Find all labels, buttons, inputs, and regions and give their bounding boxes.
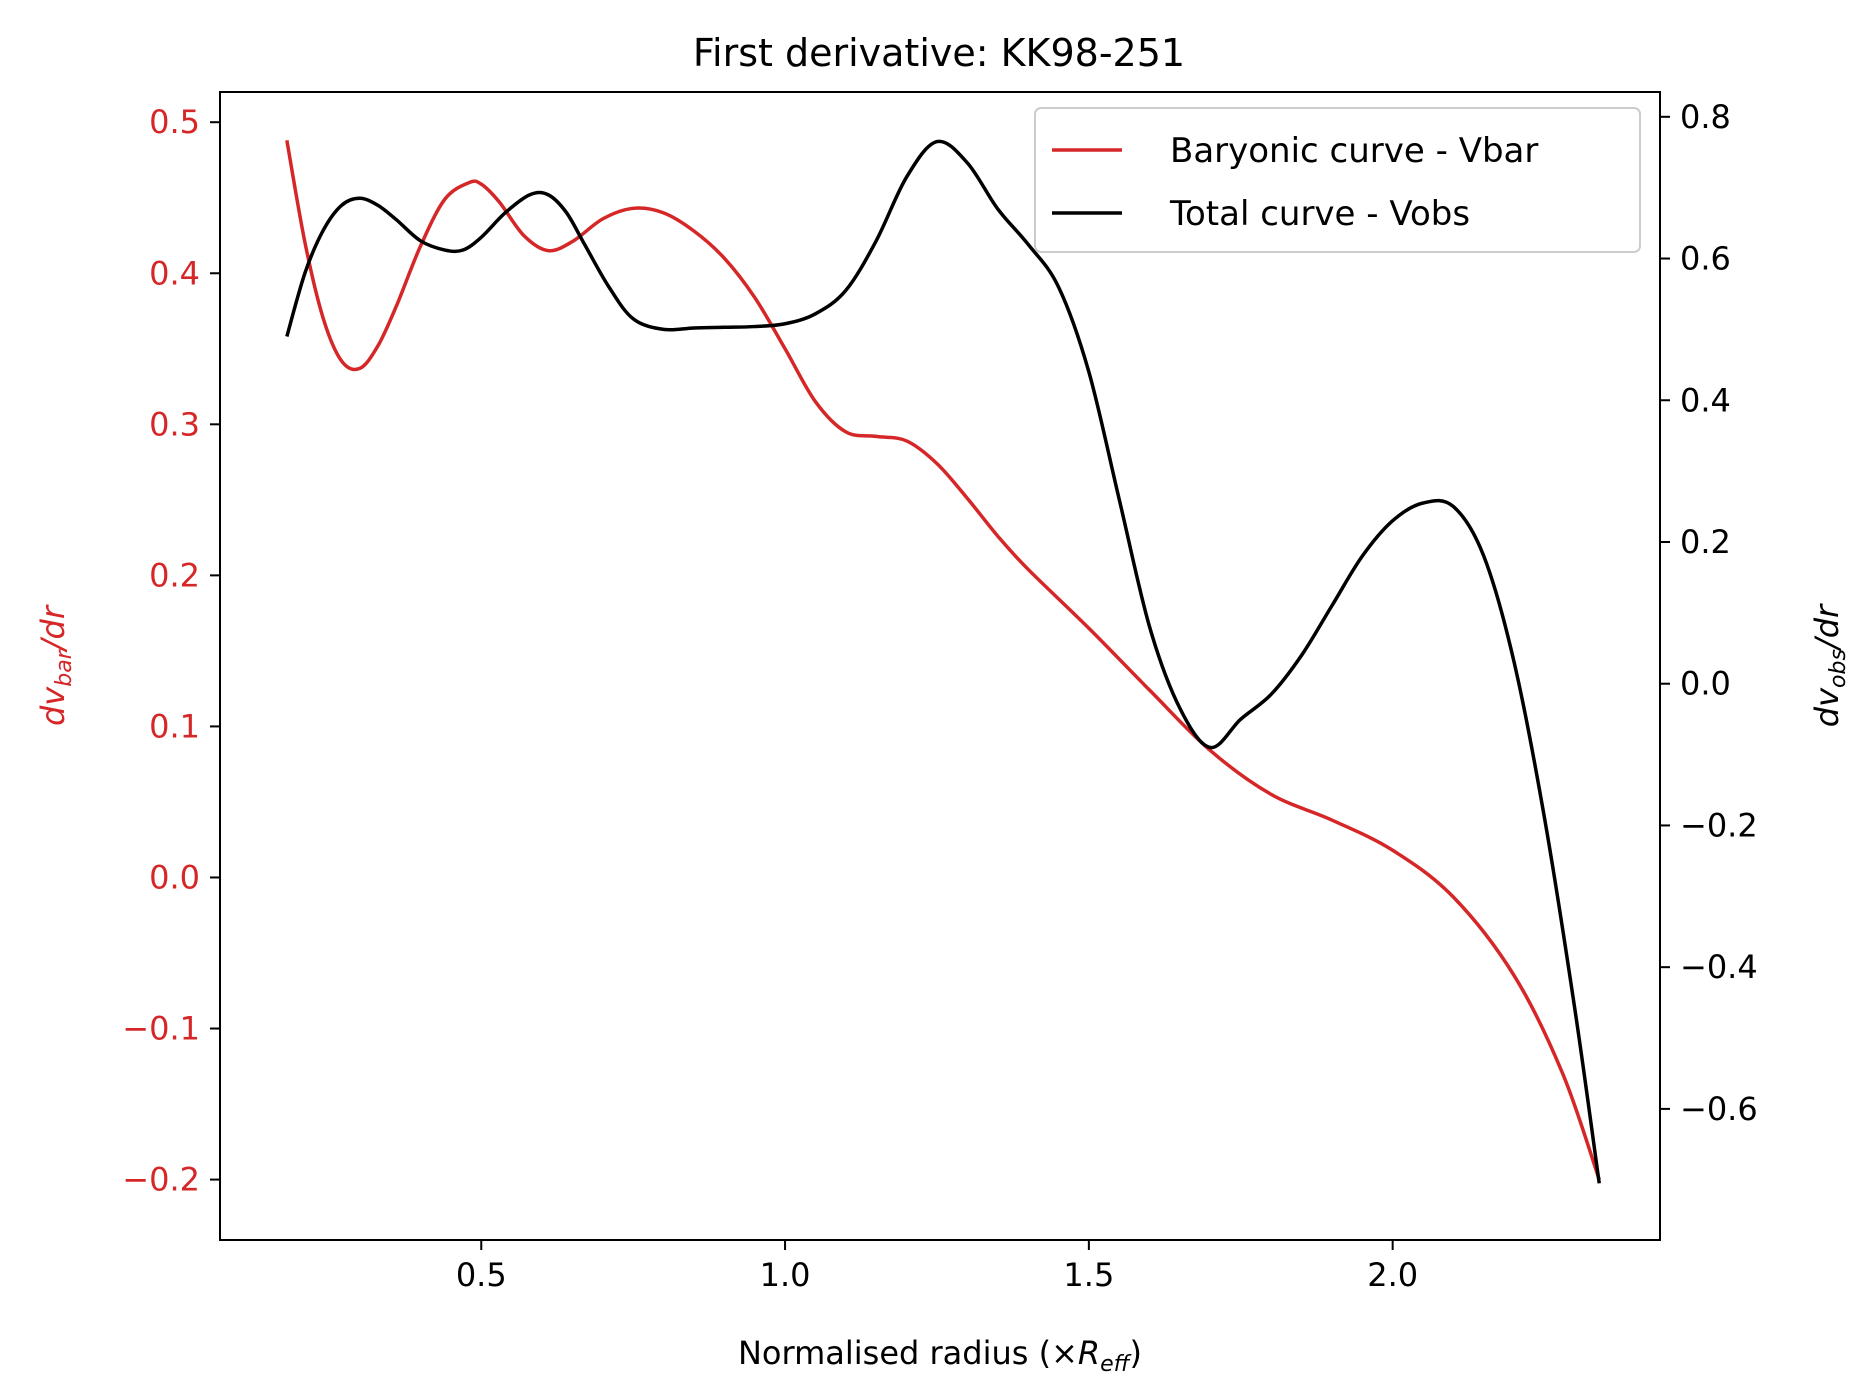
y-left-tick-label: −0.1	[122, 1010, 200, 1048]
y-left-tick-label: −0.2	[122, 1161, 200, 1199]
legend: Baryonic curve - Vbar Total curve - Vobs	[1034, 107, 1641, 253]
y-left-tick-label: 0.0	[149, 858, 200, 896]
y-left-tick-label: 0.3	[149, 405, 200, 443]
y-right-tick-label: 0.6	[1680, 240, 1731, 278]
x-tick-label: 1.5	[1063, 1256, 1114, 1294]
x-tick-label: 0.5	[456, 1256, 507, 1294]
legend-box	[1034, 107, 1641, 253]
y-right-tick-label: 0.2	[1680, 523, 1731, 561]
x-axis-ticks: 0.5 1.0 1.5 2.0	[456, 1240, 1418, 1294]
series-line-total	[285, 139, 1601, 1184]
legend-label-baryonic: Baryonic curve - Vbar	[1170, 131, 1538, 171]
y-right-tick-label: −0.2	[1680, 806, 1758, 844]
plot-frame	[219, 91, 1661, 1241]
y-right-axis-ticks: −0.6 −0.4 −0.2 0.0 0.2 0.4 0.6 0.8	[1660, 98, 1758, 1128]
y-right-tick-label: 0.0	[1680, 665, 1731, 703]
y-right-tick-label: −0.4	[1680, 948, 1758, 986]
plot-lines	[285, 139, 1601, 1184]
x-tick-label: 1.0	[760, 1256, 811, 1294]
y-left-axis-ticks: −0.2 −0.1 0.0 0.1 0.2 0.3 0.4 0.5	[122, 103, 220, 1199]
x-axis-label: Normalised radius (×Reff)	[738, 1334, 1142, 1377]
y-left-tick-label: 0.1	[149, 707, 200, 745]
y-right-tick-label: 0.8	[1680, 98, 1731, 136]
y-left-axis-label: dvbar/dr	[34, 604, 77, 726]
y-left-tick-label: 0.5	[149, 103, 200, 141]
legend-label-total: Total curve - Vobs	[1169, 194, 1470, 234]
y-left-tick-label: 0.4	[149, 254, 200, 292]
chart-title: First derivative: KK98-251	[693, 31, 1185, 75]
y-right-tick-label: 0.4	[1680, 381, 1731, 419]
x-tick-label: 2.0	[1367, 1256, 1418, 1294]
y-right-axis-label: dvobs/dr	[1808, 603, 1851, 727]
y-right-tick-label: −0.6	[1680, 1090, 1758, 1128]
y-left-tick-label: 0.2	[149, 556, 200, 594]
series-line-baryonic	[285, 140, 1601, 1181]
